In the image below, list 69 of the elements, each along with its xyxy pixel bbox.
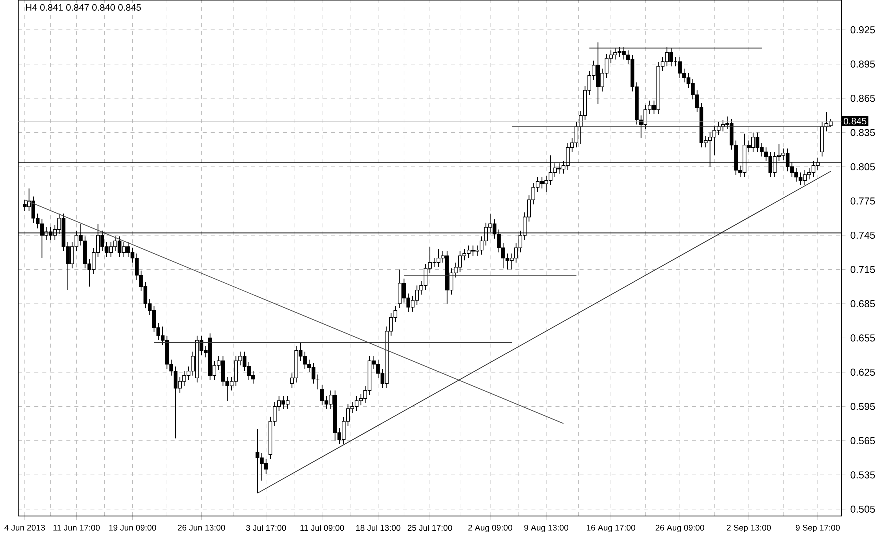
- candlestick: [476, 245, 480, 256]
- candlestick: [756, 132, 760, 153]
- x-tick-label: 26 Jun 13:00: [178, 525, 226, 531]
- x-tick-label: 2 Aug 09:00: [468, 525, 512, 533]
- candlestick: [165, 336, 170, 370]
- candlestick: [152, 306, 156, 333]
- chart-title: H4 0.841 0.847 0.840 0.845: [26, 4, 142, 12]
- y-tick-label: 0.685: [850, 300, 876, 308]
- candlestick: [242, 352, 247, 372]
- y-tick-label: 0.655: [850, 334, 876, 342]
- candlestick: [544, 176, 548, 193]
- x-tick-label: 2 Sep 13:00: [727, 525, 772, 533]
- candlestick: [471, 245, 476, 256]
- y-tick-label: 0.565: [850, 437, 876, 445]
- candlestick: [221, 356, 226, 387]
- y-tick-label: 0.505: [850, 506, 876, 513]
- candlestick: [614, 48, 618, 60]
- candlestick: [644, 105, 648, 130]
- y-tick-label: 0.745: [850, 232, 876, 240]
- y-tick-label: 0.895: [850, 60, 876, 68]
- candlestick: [264, 458, 268, 474]
- ref-line-label: 0.845: [844, 118, 867, 125]
- candlestick: [83, 236, 88, 270]
- x-tick-label: 19 Jun 09:00: [109, 525, 156, 531]
- x-tick-label: 4 Jun 2013: [4, 525, 46, 531]
- candlestick: [402, 278, 406, 304]
- candlestick: [312, 362, 316, 384]
- y-tick-label: 0.925: [850, 26, 876, 34]
- candlestick: [234, 356, 238, 387]
- candlestick: [415, 285, 420, 306]
- y-tick-label: 0.715: [850, 266, 876, 274]
- candlestick: [794, 168, 798, 182]
- x-tick-label: 26 Aug 09:00: [656, 525, 704, 533]
- candlestick: [574, 122, 579, 148]
- candlestick: [398, 269, 402, 309]
- x-tick-label: 9 Sep 17:00: [796, 525, 840, 533]
- candlestick: [751, 132, 756, 153]
- x-tick-label: 9 Aug 13:00: [524, 525, 568, 533]
- candlestick: [114, 236, 118, 252]
- candlestick: [174, 366, 178, 440]
- y-tick-label: 0.805: [850, 164, 876, 171]
- candlestick: [354, 396, 359, 412]
- y-tick-label: 0.835: [850, 129, 876, 136]
- candlestick: [359, 394, 364, 406]
- y-tick-label: 0.865: [850, 95, 876, 102]
- candlestick: [665, 46, 670, 68]
- x-tick-label: 11 Jun 17:00: [54, 525, 100, 531]
- y-tick-label: 0.775: [850, 198, 876, 205]
- candlestick: [670, 48, 674, 68]
- x-tick-label: 3 Jul 17:00: [246, 525, 286, 532]
- candlestick: [540, 176, 544, 190]
- candlestick: [118, 236, 122, 258]
- candlestick: [798, 172, 803, 186]
- candlestick: [436, 248, 441, 268]
- y-tick-label: 0.625: [850, 368, 876, 376]
- candlestick: [596, 42, 600, 105]
- x-tick-label: 16 Aug 17:00: [587, 525, 636, 533]
- candlestick: [109, 242, 114, 258]
- x-tick-label: 11 Jul 09:00: [300, 525, 344, 532]
- y-tick-label: 0.595: [850, 403, 876, 410]
- y-tick-label: 0.535: [850, 472, 876, 479]
- candlestick: [260, 453, 264, 482]
- candlestick: [256, 429, 260, 494]
- x-tick-label: 25 Jul 17:00: [408, 525, 452, 532]
- candlestick: [320, 384, 324, 406]
- candlestick: [458, 251, 462, 272]
- x-tick-label: 18 Jul 13:00: [356, 525, 401, 532]
- candlestick: [23, 200, 27, 212]
- candlestick: [303, 352, 308, 370]
